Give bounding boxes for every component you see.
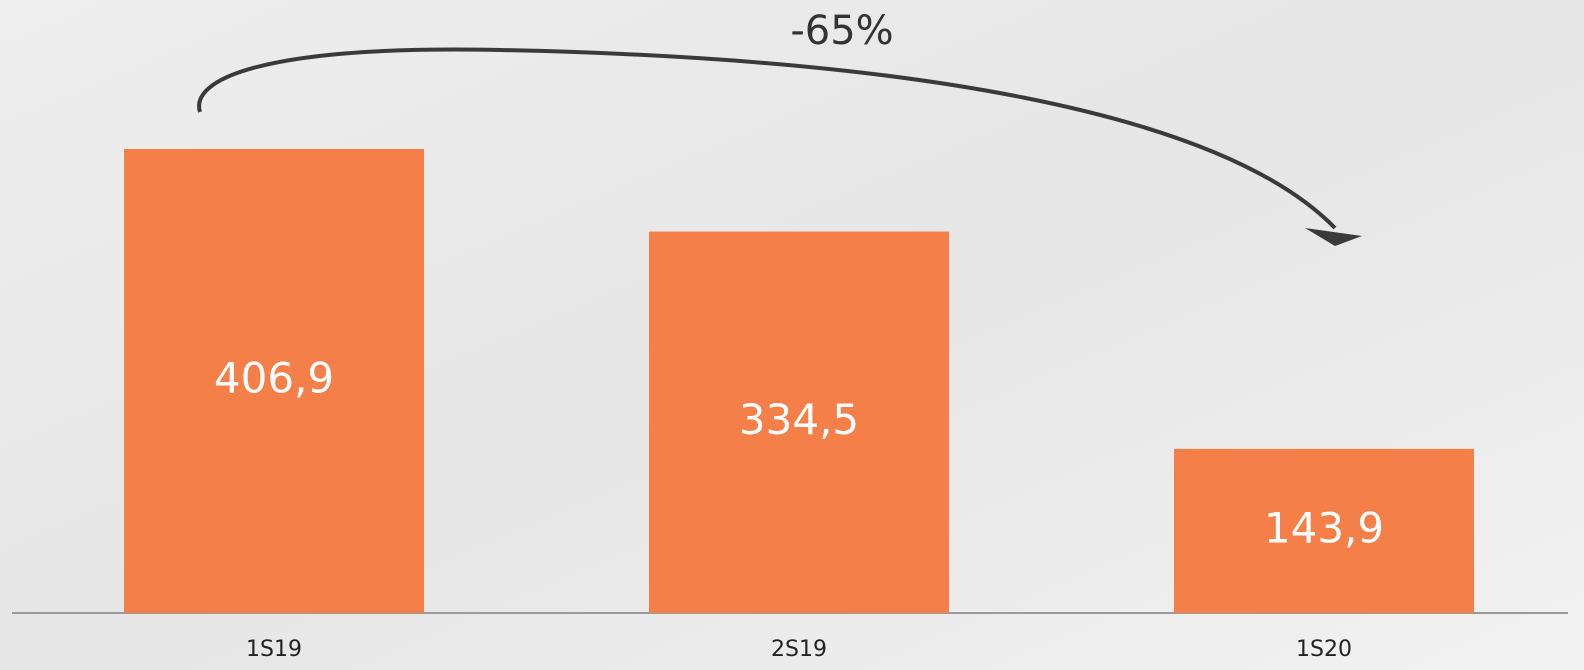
x-tick-label: 1S20: [1296, 637, 1352, 662]
chart: -65% 406,9 1S19 334,5 2S19 143,9 1S20: [0, 0, 1584, 670]
change-annotation: -65%: [790, 8, 893, 54]
page: {"chart_data": {"type": "bar", "categori…: [0, 0, 1584, 670]
x-tick-label: 2S19: [771, 637, 827, 662]
value-label: 143,9: [1264, 503, 1384, 552]
value-label: 334,5: [739, 395, 859, 444]
value-label: 406,9: [214, 354, 334, 403]
x-tick-label: 1S19: [246, 637, 302, 662]
